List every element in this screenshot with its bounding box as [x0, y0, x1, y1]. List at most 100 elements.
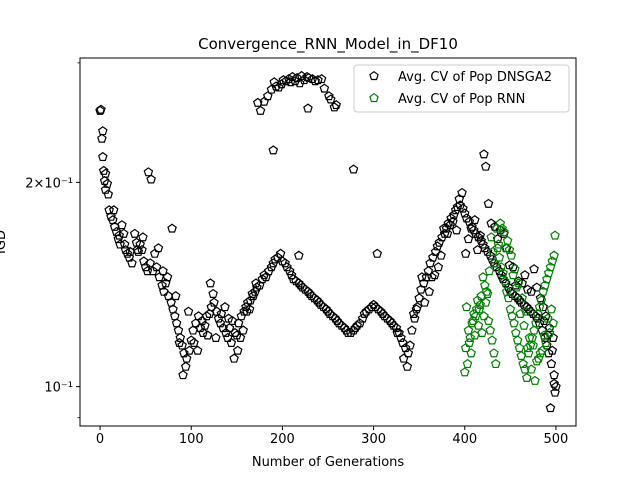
- data-point: [534, 302, 545, 312]
- data-point: [252, 97, 263, 107]
- data-point: [517, 278, 528, 288]
- y-axis-label: IGD: [0, 230, 9, 254]
- data-point: [500, 278, 511, 288]
- data-point: [496, 270, 507, 280]
- data-point: [184, 345, 195, 355]
- data-point: [299, 75, 310, 85]
- data-point: [487, 335, 497, 345]
- data-point: [98, 165, 109, 175]
- data-point: [158, 266, 168, 276]
- data-point: [483, 315, 494, 325]
- data-point: [324, 91, 334, 101]
- legend-marker-dnsga2: [369, 70, 379, 81]
- data-point: [473, 232, 484, 242]
- data-point: [366, 302, 377, 312]
- data-point: [361, 306, 372, 316]
- data-point: [352, 320, 362, 330]
- data-point: [106, 211, 116, 221]
- data-point: [372, 248, 383, 258]
- data-point: [419, 297, 430, 307]
- data-point: [467, 221, 477, 231]
- data-point: [472, 295, 483, 305]
- data-point: [461, 302, 472, 312]
- data-point: [202, 330, 213, 340]
- data-point: [398, 353, 409, 363]
- data-point: [416, 284, 426, 294]
- data-point: [282, 262, 292, 272]
- data-point: [408, 308, 419, 318]
- data-point: [504, 244, 515, 255]
- data-point: [489, 348, 499, 358]
- data-point: [216, 308, 227, 318]
- data-point: [133, 246, 144, 256]
- data-point: [436, 250, 446, 260]
- data-point: [518, 358, 528, 369]
- data-point: [222, 332, 233, 342]
- data-point: [442, 228, 453, 238]
- data-point: [480, 297, 491, 307]
- data-point: [535, 293, 546, 303]
- data-point: [244, 304, 255, 314]
- data-point: [242, 306, 252, 316]
- data-point: [251, 278, 261, 288]
- data-point: [458, 203, 468, 213]
- data-point: [175, 332, 186, 342]
- data-point: [524, 332, 535, 342]
- data-point: [167, 223, 177, 233]
- data-point: [455, 200, 466, 210]
- data-point: [421, 272, 432, 282]
- data-point: [255, 105, 266, 115]
- legend: Avg. CV of Pop DNSGA2 Avg. CV of Pop RNN: [353, 64, 570, 113]
- data-point: [115, 239, 125, 249]
- data-point: [411, 304, 422, 314]
- data-point: [319, 83, 330, 93]
- data-point: [316, 73, 327, 84]
- data-point: [503, 293, 514, 303]
- data-point: [220, 302, 230, 312]
- data-point: [146, 174, 156, 184]
- data-point: [502, 235, 513, 245]
- data-point: [531, 318, 541, 328]
- data-point: [96, 104, 106, 114]
- chart-title: Convergence_RNN_Model_in_DF10: [198, 35, 458, 54]
- y-tick-label: 10⁻¹: [44, 381, 73, 396]
- data-point: [472, 244, 483, 255]
- data-point: [521, 372, 532, 383]
- data-point: [119, 239, 130, 249]
- x-tick-label: 400: [452, 432, 477, 447]
- data-point: [229, 353, 239, 363]
- data-point: [479, 311, 489, 321]
- data-point: [284, 266, 295, 276]
- data-point: [529, 325, 539, 335]
- data-point: [521, 306, 531, 316]
- data-point: [541, 311, 551, 321]
- data-point: [512, 335, 523, 345]
- data-point: [359, 308, 370, 318]
- data-point: [137, 244, 147, 255]
- x-tick-label: 300: [361, 432, 386, 447]
- data-point: [457, 187, 467, 197]
- data-point: [325, 94, 336, 104]
- data-point: [454, 193, 465, 204]
- data-point: [100, 184, 111, 194]
- data-point: [460, 248, 471, 258]
- data-point: [466, 348, 476, 358]
- data-point: [523, 348, 534, 358]
- data-point: [479, 149, 489, 159]
- data-point: [160, 278, 171, 288]
- data-point: [100, 168, 111, 178]
- x-tick-label: 0: [96, 432, 104, 447]
- data-point: [482, 288, 493, 298]
- data-point: [201, 311, 212, 321]
- data-point: [459, 367, 470, 377]
- data-point: [529, 264, 539, 274]
- data-point: [183, 306, 194, 316]
- data-point: [463, 234, 474, 244]
- data-point: [283, 73, 294, 84]
- data-point: [211, 332, 221, 342]
- data-point: [490, 358, 501, 369]
- legend-marker-rnn: [369, 92, 379, 103]
- data-point: [145, 258, 156, 268]
- data-point: [468, 315, 478, 325]
